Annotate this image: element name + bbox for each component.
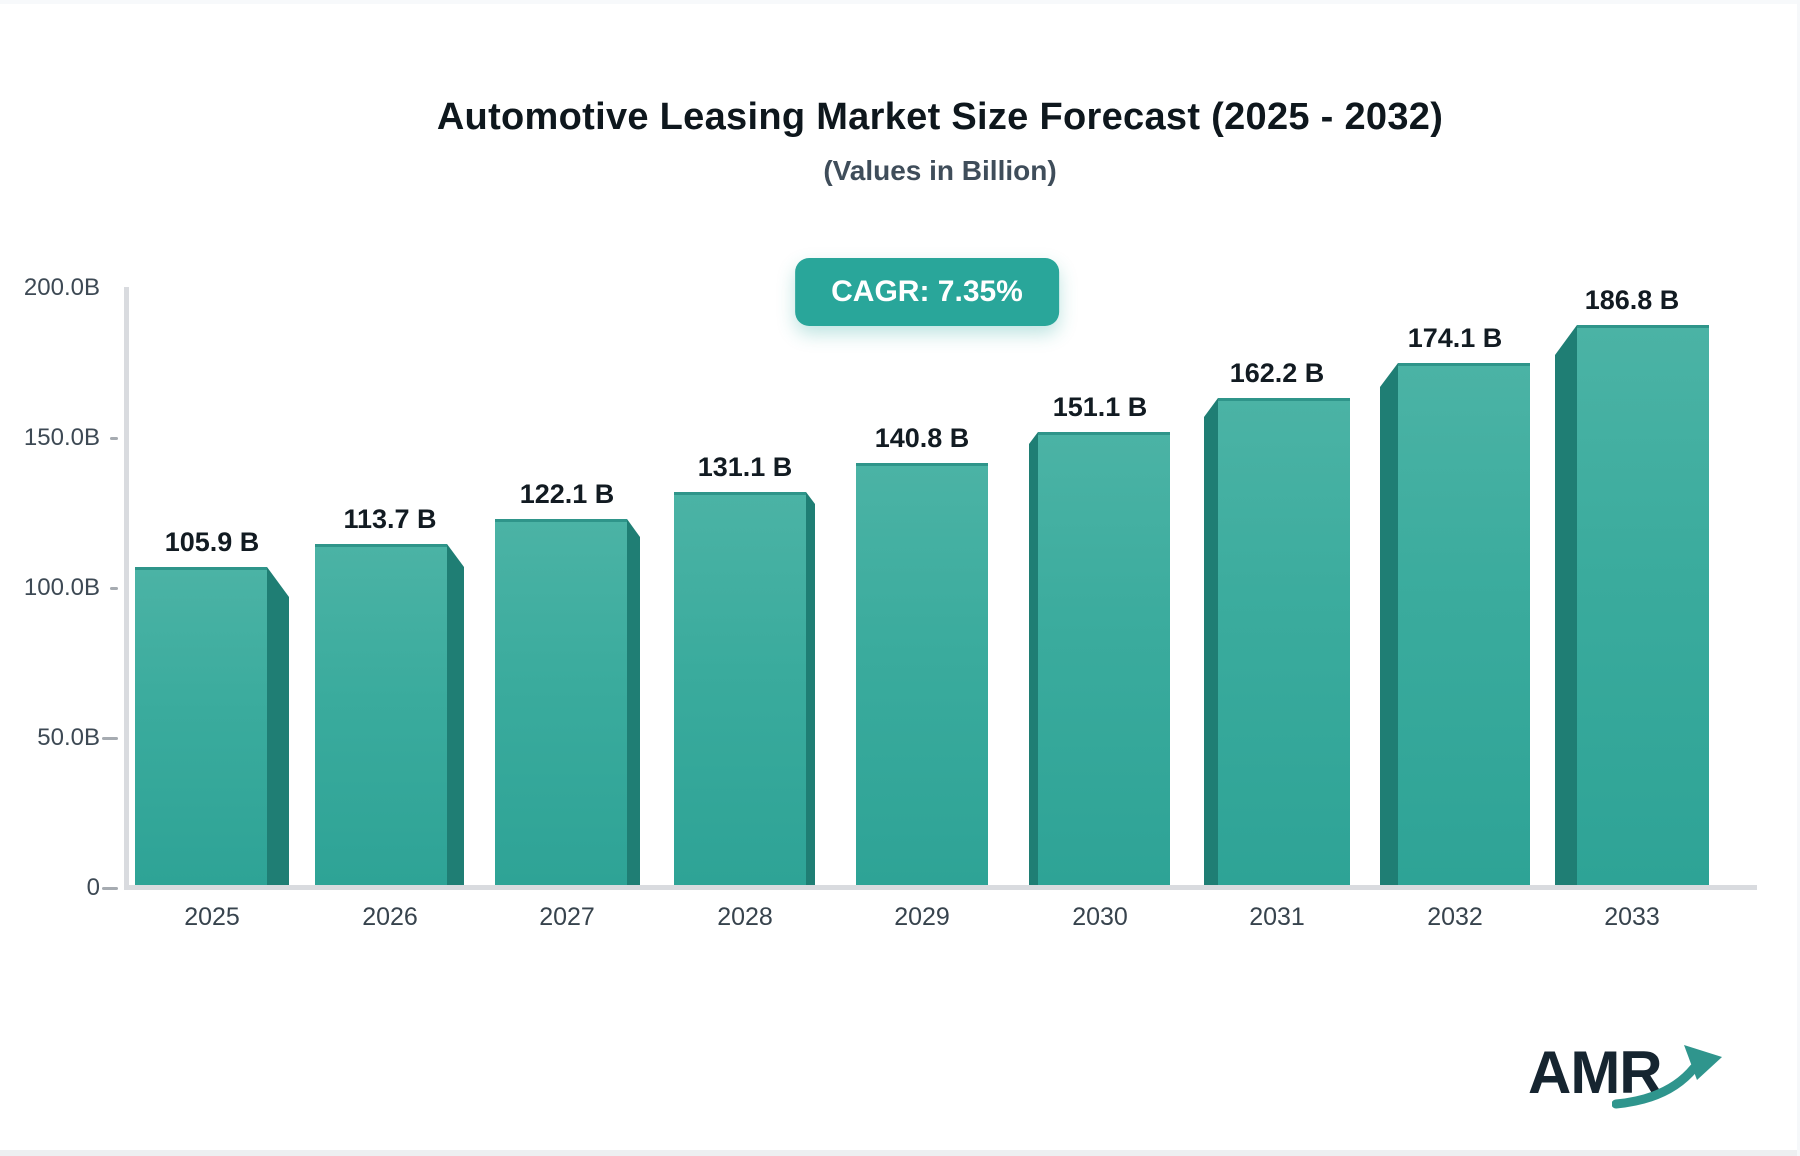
page-right-edge xyxy=(1797,0,1800,1156)
growth-arrow-icon xyxy=(1612,1045,1722,1109)
x-axis-label: 2025 xyxy=(184,903,240,931)
bar-2026 xyxy=(315,544,464,885)
bar-value-label: 162.2 B xyxy=(1229,358,1325,388)
bar-value-label: 105.9 B xyxy=(164,527,260,557)
bar-side-face xyxy=(1204,398,1218,885)
y-axis-label: 150.0B xyxy=(23,424,100,451)
bar-side-face xyxy=(267,567,289,885)
bar-front-face xyxy=(1038,432,1170,885)
y-axis-tick xyxy=(110,587,118,590)
bar-2027 xyxy=(495,519,640,885)
bar-value-label: 186.8 B xyxy=(1584,285,1680,315)
bar-side-face xyxy=(447,544,464,885)
chart-subtitle: (Values in Billion) xyxy=(823,155,1057,186)
y-axis-label: 200.0B xyxy=(23,274,100,301)
bar-2028 xyxy=(674,492,815,885)
bar-value-label: 122.1 B xyxy=(519,479,615,509)
y-axis-line xyxy=(124,287,129,890)
x-axis-label: 2027 xyxy=(539,903,595,931)
x-axis-label: 2030 xyxy=(1072,903,1128,931)
y-axis-tick xyxy=(102,737,118,740)
brand-logo: AMR xyxy=(1528,1038,1738,1122)
bar-front-face xyxy=(315,544,447,885)
bar-2033 xyxy=(1555,325,1709,885)
x-axis-label: 2029 xyxy=(894,903,950,931)
bar-side-face xyxy=(1380,363,1398,885)
y-axis-label: 50.0B xyxy=(37,724,100,751)
bar-front-face xyxy=(856,463,988,885)
x-axis-label: 2031 xyxy=(1249,903,1305,931)
bar-front-face xyxy=(1218,398,1350,885)
brand-logo-text: AMR xyxy=(1528,1039,1663,1106)
bar-side-face xyxy=(806,492,815,885)
bar-2032 xyxy=(1380,363,1530,885)
y-axis-label: 0 xyxy=(86,874,100,901)
x-axis-label: 2028 xyxy=(717,903,773,931)
page-top-edge xyxy=(0,0,1800,4)
bar-value-label: 140.8 B xyxy=(874,423,970,453)
bar-value-label: 131.1 B xyxy=(697,452,793,482)
bar-front-face xyxy=(135,567,267,885)
bar-front-face xyxy=(495,519,627,885)
x-axis-label: 2026 xyxy=(362,903,418,931)
chart-title: Automotive Leasing Market Size Forecast … xyxy=(436,96,1444,138)
y-axis-tick xyxy=(102,887,118,890)
page-bottom-edge xyxy=(0,1150,1800,1156)
bar-value-label: 174.1 B xyxy=(1407,323,1503,353)
x-axis-label: 2032 xyxy=(1427,903,1483,931)
bar-2025 xyxy=(135,567,289,885)
bar-value-label: 151.1 B xyxy=(1052,392,1148,422)
bar-2029 xyxy=(856,463,988,885)
y-axis-label: 100.0B xyxy=(23,574,100,601)
x-axis-label: 2033 xyxy=(1604,903,1660,931)
cagr-badge: CAGR: 7.35% xyxy=(795,258,1059,326)
bar-front-face xyxy=(674,492,806,885)
bar-front-face xyxy=(1398,363,1530,885)
bar-side-face xyxy=(1029,432,1038,885)
x-axis-line xyxy=(124,885,1757,890)
y-axis-tick xyxy=(110,437,118,440)
chart-header: Automotive Leasing Market Size Forecast … xyxy=(40,96,1800,187)
bar-2031 xyxy=(1204,398,1350,885)
bar-front-face xyxy=(1577,325,1709,885)
bar-2030 xyxy=(1029,432,1170,885)
bar-value-label: 113.7 B xyxy=(343,504,437,534)
bar-side-face xyxy=(627,519,640,885)
bar-side-face xyxy=(1555,325,1577,885)
